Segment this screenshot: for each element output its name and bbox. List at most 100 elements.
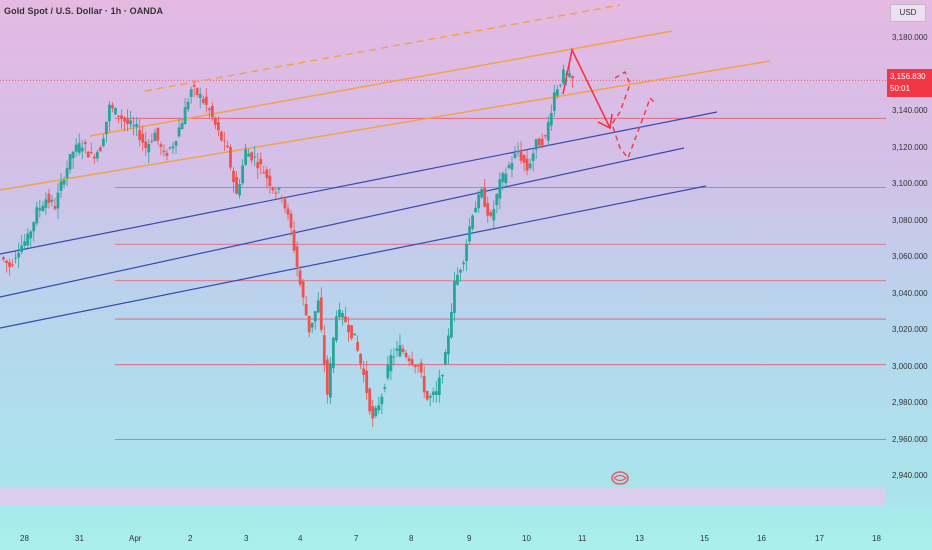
bar-countdown: 50:01 (890, 84, 911, 93)
candle-body (56, 192, 60, 209)
candle-body (2, 257, 5, 260)
candle-body (144, 141, 148, 149)
candle-body (198, 93, 202, 98)
candle-body (504, 173, 508, 184)
candle-body (562, 69, 565, 84)
candle-body (531, 153, 535, 162)
candle-body (268, 175, 272, 187)
candle-body (71, 151, 75, 159)
price-tick-label: 3,100.000 (892, 179, 928, 188)
candle-body (540, 138, 544, 146)
candle-body (38, 208, 42, 211)
price-tick-label: 3,140.000 (892, 106, 928, 115)
candle-body (274, 192, 278, 194)
candle-body (59, 181, 63, 191)
candle-body (171, 146, 175, 149)
candle-body (262, 172, 266, 174)
candle-body (522, 154, 526, 163)
forecast-arrow-line (562, 47, 611, 129)
price-tick-label: 3,120.000 (892, 142, 928, 152)
candle-body (159, 144, 163, 147)
last-price-tag: 3,156.830 50:01 (887, 69, 932, 97)
candle-body (549, 112, 553, 126)
candle-body (35, 207, 39, 224)
candle-body (456, 274, 459, 285)
broker-logo-icon[interactable] (611, 471, 629, 485)
time-tick-label: 2 (188, 534, 193, 543)
candle-body (89, 151, 93, 154)
time-tick-label: 31 (75, 534, 84, 543)
candle-body (543, 135, 547, 137)
candle-body (380, 396, 384, 405)
candle-body (117, 115, 120, 117)
candle-body (392, 356, 396, 358)
candle-body (229, 146, 232, 168)
candle-body (319, 297, 323, 330)
candle-body (129, 120, 133, 125)
candle-body (525, 158, 529, 171)
candle-body (213, 117, 217, 125)
candle-body (386, 364, 390, 379)
candle-body (126, 118, 129, 124)
candle-body (80, 147, 84, 152)
candle-body (440, 374, 444, 377)
candle-body (29, 231, 33, 239)
candle-body (5, 260, 8, 264)
candle-body (101, 138, 105, 147)
blue-channel-lower (0, 185, 707, 329)
candle-body (165, 153, 169, 156)
candle-body (83, 142, 87, 145)
candle-body (74, 144, 78, 152)
candle-body (156, 127, 160, 141)
currency-button[interactable]: USD (890, 4, 926, 22)
time-tick-label: 17 (815, 534, 824, 543)
candle-body (546, 121, 550, 141)
time-tick-label: 11 (578, 534, 587, 543)
candle-body (286, 208, 290, 215)
candle-body (177, 127, 181, 137)
candle-body (23, 241, 27, 246)
candle-body (558, 84, 562, 86)
time-tick-label: 18 (872, 534, 881, 543)
candle-body (434, 391, 438, 395)
candle-body (528, 163, 532, 169)
candle-body (465, 243, 468, 262)
price-tick-label: 3,000.000 (892, 361, 928, 371)
candle-body (310, 322, 314, 328)
last-price-value: 3,156.830 (890, 72, 926, 81)
candle-body (271, 187, 275, 191)
candle-body (459, 269, 462, 273)
candle-body (571, 76, 574, 79)
candle-body (298, 270, 302, 285)
candle-body (50, 199, 54, 202)
candle-body (162, 150, 166, 153)
candle-body (292, 230, 296, 251)
candle-body (277, 187, 281, 190)
candle-body (207, 108, 211, 111)
candle-body (241, 165, 245, 184)
candle-body (192, 84, 196, 87)
candle-body (407, 358, 411, 362)
candle-body (68, 154, 72, 170)
price-plot[interactable] (0, 0, 886, 506)
candle-body (186, 101, 190, 110)
candle-body (120, 115, 123, 120)
candle-body (374, 407, 378, 417)
candle-body (307, 315, 311, 333)
price-tick-label: 2,940.000 (892, 471, 928, 480)
candle-body (410, 359, 414, 365)
price-tick-label: 3,180.000 (892, 33, 928, 42)
candle-body (322, 335, 326, 365)
candle-body (111, 104, 114, 109)
candle-body (220, 131, 223, 141)
candle-body (180, 123, 184, 130)
time-tick-label: Apr (129, 534, 142, 543)
candle-body (204, 96, 208, 105)
time-tick-label: 16 (757, 534, 766, 543)
candle-body (250, 152, 254, 161)
candle-body (474, 207, 478, 213)
candle-body (431, 391, 435, 396)
candle-body (14, 257, 18, 259)
candle-body (256, 162, 260, 169)
candle-body (365, 370, 369, 393)
